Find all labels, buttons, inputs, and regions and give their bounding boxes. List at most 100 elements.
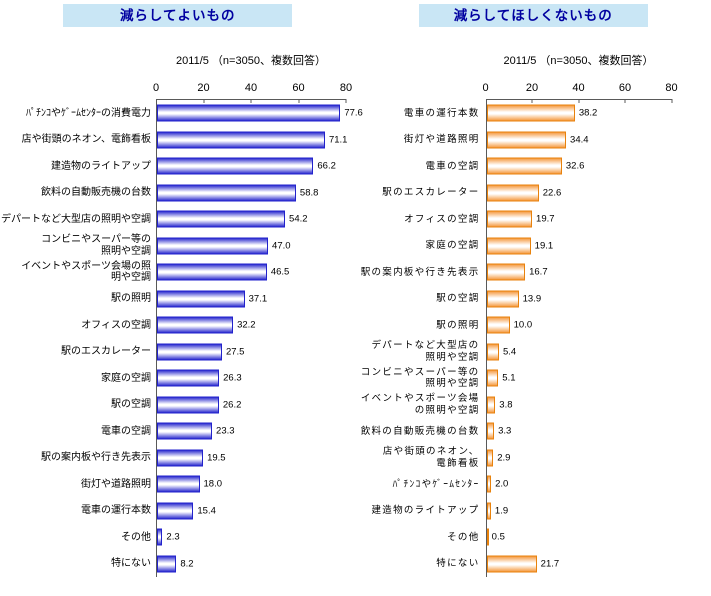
bar-row: 店や街頭のネオン、 電飾看板 2.9 [356, 444, 711, 471]
chart-panel-dont-reduce: 減らしてほしくないもの 2011/5 （n=3050、複数回答） 0 20 40 60… [356, 0, 711, 596]
bar-row: デパートなど大型店の 照明や空調 5.4 [356, 338, 711, 365]
bar-plot-area: 47.0 [156, 232, 346, 259]
bar-row: デパートなど大型店の照明や空調 54.2 [0, 206, 356, 233]
bar [486, 369, 499, 387]
bar-plot-area: 2.3 [156, 524, 346, 551]
value-label: 18.0 [203, 478, 223, 490]
bar [157, 131, 325, 149]
bar-plot-area: 32.6 [485, 153, 672, 180]
category-label: 店や街頭のネオン、 電飾看板 [382, 446, 480, 469]
bar [157, 449, 204, 467]
bar-rows: 電車の運行本数 38.2 街灯や道路照明 34.4 電車の空調 32.6 駅のエスカレーター… [356, 100, 711, 577]
bar-plot-area: 3.3 [485, 418, 672, 445]
bar-row: その他 2.3 [0, 524, 356, 551]
category-label: デパートなど大型店の 照明や空調 [371, 340, 480, 363]
bar [486, 475, 492, 493]
bar-row: 駅の空調 26.2 [0, 391, 356, 418]
bar-row: 駅の案内板や行き先表示 16.7 [356, 259, 711, 286]
x-axis-tick-label: 20 [197, 82, 210, 94]
bar-plot-area: 71.1 [156, 126, 348, 153]
bar-row: コンビニやスーパー等の 照明や空調 5.1 [356, 365, 711, 392]
value-label: 0.5 [491, 531, 505, 543]
category-label: 飲料の自動販売機の台数 [360, 425, 480, 437]
category-label: 駅の照明 [111, 293, 151, 304]
axis-spacer [0, 81, 156, 100]
x-axis-tick-label: 0 [482, 82, 489, 94]
bar-plot-area: 0.5 [485, 524, 672, 551]
category-label: デパートなど大型店の照明や空調 [1, 213, 151, 225]
bar-plot-area: 19.1 [485, 232, 672, 259]
chart-subtitle: 2011/5 （n=3050、複数回答） [503, 55, 654, 67]
value-label: 19.7 [536, 213, 555, 225]
bar-plot-area: 21.7 [485, 550, 672, 577]
chart-title: 減らしてよいもの [63, 4, 293, 27]
value-label: 23.3 [216, 425, 235, 437]
x-axis-tick-mark [578, 99, 579, 103]
value-label: 34.4 [570, 134, 589, 146]
value-label: 2.0 [495, 478, 509, 490]
bar-plot-area: 26.3 [156, 365, 346, 392]
category-label: オフィスの空調 [81, 319, 151, 331]
bar [486, 263, 526, 281]
bar-plot-area: 19.7 [485, 206, 672, 233]
category-label: 街灯や道路照明 [403, 134, 480, 145]
x-axis-tick-label: 0 [152, 82, 160, 94]
x-axis: 0 20 40 60 80 [356, 81, 711, 103]
value-label: 19.5 [207, 452, 226, 464]
bar [486, 131, 567, 149]
bar [157, 555, 177, 573]
category-label: 飲料の自動販売機の台数 [41, 187, 151, 198]
value-label: 26.2 [222, 399, 242, 411]
value-label: 3.3 [498, 425, 512, 437]
bar-plot-area: 37.1 [156, 285, 346, 312]
bar-plot-area: 22.6 [485, 179, 672, 206]
bar-row: 特にない 8.2 [0, 550, 356, 577]
category-label: 店や街頭のネオン、電飾看板 [21, 134, 151, 145]
bar-row: 電車の運行本数 38.2 [356, 100, 711, 127]
x-axis-scale: 0 20 40 60 80 [482, 81, 678, 103]
bar-row: ﾊﾟﾁﾝｺやｹﾞｰﾑｾﾝﾀｰ 2.0 [356, 471, 711, 498]
value-label: 37.1 [248, 293, 268, 305]
category-label: 建造物のライトアップ [371, 505, 480, 516]
bar [486, 555, 537, 573]
x-axis-tick-label: 80 [339, 82, 353, 94]
bar [157, 104, 341, 122]
bar [157, 290, 245, 308]
bar [486, 316, 510, 334]
value-label: 5.4 [502, 346, 517, 358]
bar [486, 184, 539, 202]
bar [486, 396, 496, 414]
category-label: イベントやスポーツ会場の照 明や空調 [21, 260, 151, 284]
bar [486, 343, 499, 361]
category-label: 家庭の空調 [425, 240, 480, 251]
category-label: 建造物のライトアップ [51, 160, 151, 172]
chart-subtitle: 2011/5 （n=3050、複数回答） [176, 55, 326, 67]
bar-row: 電車の運行本数 15.4 [0, 497, 356, 524]
bar-row: オフィスの空調 32.2 [0, 312, 356, 339]
bar-plot-area: 66.2 [156, 153, 346, 180]
bar-plot-area: 5.4 [485, 338, 672, 365]
value-label: 66.2 [317, 160, 336, 172]
category-label: 電車の空調 [425, 160, 480, 172]
bar [157, 369, 220, 387]
category-label: その他 [447, 531, 480, 543]
bar-plot-area: 26.2 [156, 391, 346, 418]
x-axis-tick-mark [531, 99, 533, 103]
bar [157, 157, 314, 175]
value-label: 1.9 [494, 505, 509, 517]
category-label: 家庭の空調 [101, 372, 151, 384]
x-axis-tick-label: 60 [618, 82, 632, 94]
bar-row: 家庭の空調 19.1 [356, 232, 711, 259]
category-label: コンビニやスーパー等の 照明や空調 [360, 366, 480, 390]
bar [157, 343, 222, 361]
value-label: 32.6 [565, 160, 585, 172]
category-label: イベントやスポーツ会場 の照明や空調 [360, 393, 480, 416]
x-axis-tick-mark [298, 99, 299, 103]
value-label: 2.3 [166, 531, 180, 543]
x-axis-tick-label: 40 [572, 82, 585, 94]
bar [486, 104, 575, 122]
bar-row: 駅の案内板や行き先表示 19.5 [0, 444, 356, 471]
category-label: オフィスの空調 [404, 213, 480, 225]
x-axis-tick-mark [345, 99, 347, 103]
value-label: 71.1 [328, 134, 348, 146]
